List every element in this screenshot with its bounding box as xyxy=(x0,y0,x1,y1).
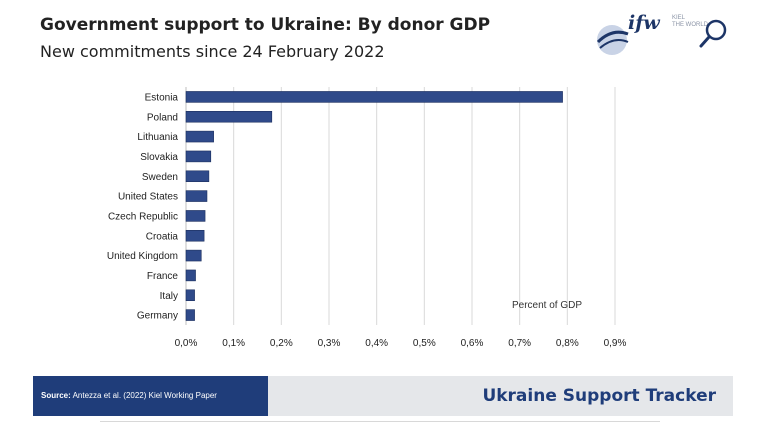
category-label: Poland xyxy=(147,112,178,123)
footer-source: Source: Antezza et al. (2022) Kiel Worki… xyxy=(33,376,268,416)
bar-slovakia xyxy=(185,150,212,163)
source-text: Antezza et al. (2022) Kiel Working Paper xyxy=(72,391,217,400)
category-label: Estonia xyxy=(145,92,179,103)
bar-layer xyxy=(185,91,563,321)
category-label: Lithuania xyxy=(137,132,178,143)
globe-icon xyxy=(596,25,629,55)
search-icon[interactable] xyxy=(698,18,730,50)
x-tick-label: 0,7% xyxy=(508,338,531,349)
x-tick-label: 0,3% xyxy=(318,338,341,349)
tracker-title: Ukraine Support Tracker xyxy=(482,386,716,406)
bar-germany xyxy=(185,309,195,321)
logo-tagline: KIEL THE WORLD xyxy=(672,15,708,29)
x-tick-label: 0,4% xyxy=(365,338,388,349)
x-tick-labels: 0,0% 0,1% 0,2% 0,3% 0,4% 0,5% 0,6% 0,7% 0,8% 0,9% xyxy=(175,338,627,349)
bar-united-states xyxy=(185,190,208,202)
bar-united-kingdom xyxy=(185,249,202,262)
category-label: Germany xyxy=(137,311,178,322)
bar-croatia xyxy=(185,229,205,242)
chart-subtitle: New commitments since 24 February 2022 xyxy=(40,42,385,61)
bar-czech-republic xyxy=(185,210,206,222)
ifw-logo: ifw KIEL THE WORLD xyxy=(592,12,732,58)
x-tick-label: 0,5% xyxy=(413,338,436,349)
x-tick-label: 0,0% xyxy=(175,338,198,349)
x-tick-label: 0,8% xyxy=(556,338,579,349)
x-tick-label: 0,1% xyxy=(222,338,245,349)
divider xyxy=(100,421,660,422)
bar-lithuania xyxy=(185,130,214,143)
grid-layer xyxy=(185,87,616,325)
bar-estonia xyxy=(185,91,563,103)
category-label: Croatia xyxy=(146,231,179,242)
chart-title: Government support to Ukraine: By donor … xyxy=(40,15,491,35)
category-labels: Estonia Poland Lithuania Slovakia Sweden Unit… xyxy=(107,92,179,321)
category-label: United Kingdom xyxy=(107,251,178,262)
bar-sweden xyxy=(185,170,210,183)
x-tick-label: 0,9% xyxy=(604,338,627,349)
x-tick-label: 0,2% xyxy=(270,338,293,349)
bar-italy xyxy=(185,289,195,302)
bar-france xyxy=(185,269,196,282)
category-label: Slovakia xyxy=(140,152,178,163)
x-tick-label: 0,6% xyxy=(461,338,484,349)
logo-tagline-line2: THE WORLD xyxy=(672,22,708,28)
category-label: Italy xyxy=(160,291,178,302)
category-label: United States xyxy=(118,192,178,203)
category-label: Sweden xyxy=(142,172,178,183)
logo-tagline-line1: KIEL xyxy=(672,15,686,21)
category-label: France xyxy=(147,271,179,282)
source-label: Source: xyxy=(41,391,71,400)
bar-poland xyxy=(185,110,273,123)
axis-annotation: Percent of GDP xyxy=(512,300,582,311)
logo-text: ifw xyxy=(628,12,660,34)
category-label: Czech Republic xyxy=(108,211,178,222)
